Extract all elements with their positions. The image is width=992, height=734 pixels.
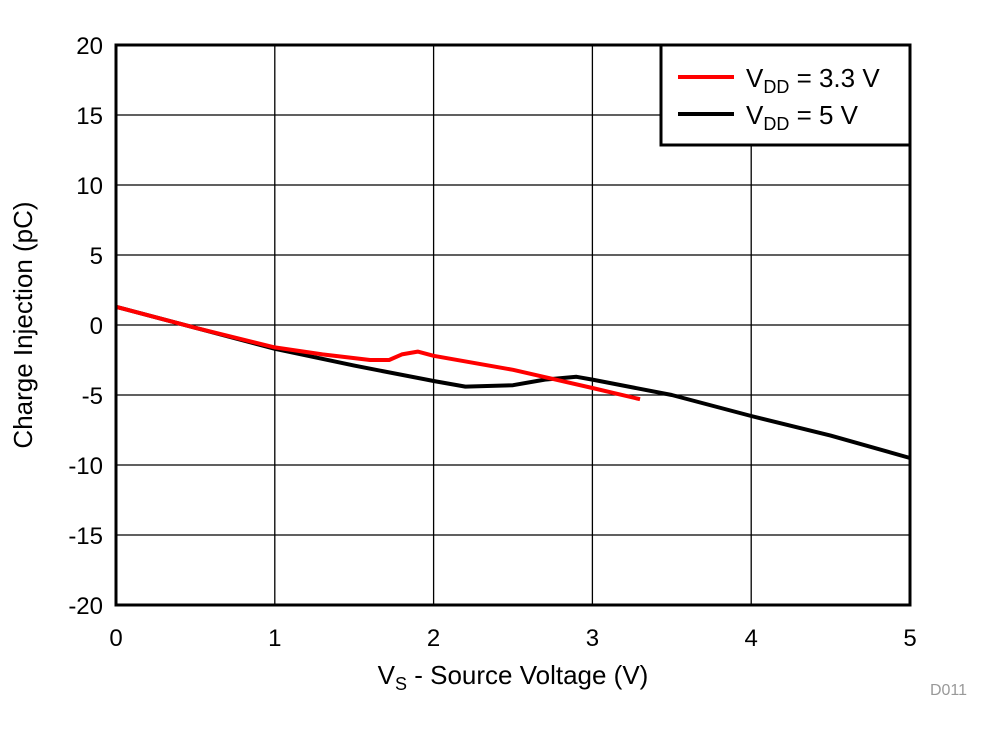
legend-label-5v: VDD = 5 V bbox=[746, 100, 859, 134]
y-tick-label: 20 bbox=[76, 33, 103, 60]
x-tick-label: 1 bbox=[268, 625, 281, 652]
legend-box bbox=[659, 43, 912, 147]
y-tick-label: 5 bbox=[90, 243, 103, 270]
y-tick-label: 10 bbox=[76, 173, 103, 200]
series-group bbox=[115, 304, 911, 460]
series-line-vdd-5v bbox=[115, 304, 911, 460]
x-tick-label: 2 bbox=[427, 625, 440, 652]
y-tick-label: -10 bbox=[68, 453, 103, 480]
x-tick-label: 0 bbox=[109, 625, 122, 652]
legend: VDD = 3.3 V VDD = 5 V bbox=[659, 43, 912, 147]
y-tick-label: 0 bbox=[90, 313, 103, 340]
legend-label-3v3: VDD = 3.3 V bbox=[746, 63, 880, 97]
y-tick-label: -20 bbox=[68, 593, 103, 620]
x-tick-label: 5 bbox=[903, 625, 916, 652]
y-tick-label: 15 bbox=[76, 103, 103, 130]
plot-frame bbox=[114, 43, 912, 607]
y-axis-label: Charge Injection (pC) bbox=[8, 201, 38, 448]
x-tick-label: 3 bbox=[586, 625, 599, 652]
series-line-vdd-3v3 bbox=[115, 304, 641, 402]
y-tick-label: -15 bbox=[68, 523, 103, 550]
x-tick-label: 4 bbox=[745, 625, 758, 652]
x-axis-label: VS - Source Voltage (V) bbox=[378, 660, 649, 694]
footnote: D011 bbox=[930, 682, 967, 699]
tick-labels: 0 1 2 3 4 5 -20 -15 -10 -5 0 5 10 15 20 bbox=[68, 33, 916, 652]
y-tick-label: -5 bbox=[82, 383, 103, 410]
